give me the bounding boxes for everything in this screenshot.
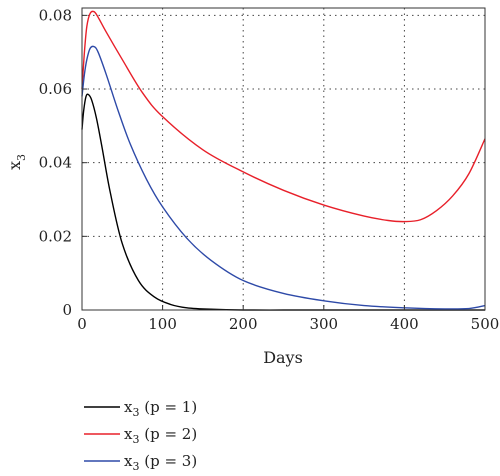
y-axis-label-main: x <box>5 161 24 170</box>
y-axis-label: x3 <box>5 154 28 170</box>
series-line-2 <box>81 10 486 223</box>
legend-label-main: x <box>124 398 133 416</box>
legend-label-rest: (p = 1) <box>139 398 197 416</box>
x-tick-label: 400 <box>390 315 419 333</box>
x-tick-label: 300 <box>309 315 338 333</box>
series-line-3 <box>81 45 486 310</box>
legend: x3 (p = 1)x3 (p = 2)x3 (p = 3) <box>84 398 197 473</box>
legend-label-1: x3 (p = 1) <box>124 398 197 419</box>
legend-label-2: x3 (p = 2) <box>124 425 197 446</box>
x-axis-label: Days <box>263 348 303 367</box>
axis-ticks: 0 100 200 300 400 500 0 0.02 0.04 0.06 0.08 <box>39 6 500 333</box>
legend-label-subscript: 3 <box>132 460 139 473</box>
legend-label-main: x <box>124 452 133 470</box>
series-lines <box>81 10 486 311</box>
legend-label-subscript: 3 <box>132 433 139 446</box>
legend-label-rest: (p = 2) <box>139 425 197 443</box>
y-tick-label: 0.08 <box>39 6 72 24</box>
legend-label-3: x3 (p = 3) <box>124 452 197 473</box>
x-tick-label: 0 <box>77 315 87 333</box>
grid-lines <box>82 8 485 310</box>
series-line-1 <box>81 93 485 311</box>
x-tick-label: 100 <box>148 315 177 333</box>
x-tick-label: 500 <box>471 315 500 333</box>
y-tick-label: 0.02 <box>39 227 72 245</box>
legend-label-subscript: 3 <box>132 406 139 419</box>
y-tick-label: 0.04 <box>39 154 72 172</box>
legend-label-main: x <box>124 425 133 443</box>
y-tick-label: 0 <box>62 301 72 319</box>
plot-frame <box>81 7 486 311</box>
y-axis-label-subscript: 3 <box>15 154 28 161</box>
legend-label-rest: (p = 3) <box>139 452 197 470</box>
y-tick-label: 0.06 <box>39 80 72 98</box>
x-tick-label: 200 <box>229 315 258 333</box>
